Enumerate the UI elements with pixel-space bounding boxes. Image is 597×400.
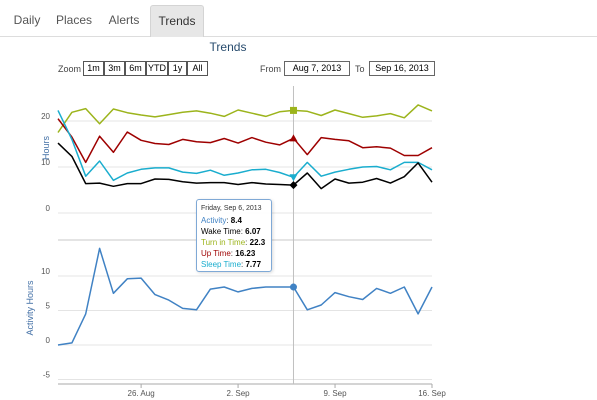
zoom-1m-button[interactable]: 1m (83, 61, 104, 76)
tooltip-row-wake-time: Wake Time: 6.07 (201, 227, 261, 236)
series-line-up-time (57, 118, 433, 164)
to-date-input[interactable]: Sep 16, 2013 (369, 61, 435, 76)
y-tick-label: 10 (41, 158, 50, 167)
y-tick-label: 0 (46, 336, 51, 345)
tab-trends[interactable]: Trends (150, 5, 204, 37)
zoom-6m-button[interactable]: 6m (125, 61, 146, 76)
tooltip-date: Friday, Sep 6, 2013 (201, 205, 262, 212)
series-line-activity (57, 247, 433, 346)
y-tick-label: 20 (41, 112, 50, 121)
zoom-3m-button[interactable]: 3m (104, 61, 125, 76)
tab-bar: Daily Places Alerts Trends (0, 0, 597, 37)
zoom-all-button[interactable]: All (187, 61, 208, 76)
chart-title: Trends (209, 40, 247, 54)
y-tick-label: 10 (41, 267, 50, 276)
tab-alerts[interactable]: Alerts (108, 13, 140, 27)
tab-daily[interactable]: Daily (13, 13, 41, 27)
from-date-input[interactable]: Aug 7, 2013 (284, 61, 350, 76)
tab-places[interactable]: Places (55, 13, 93, 27)
x-tick-label: 9. Sep (323, 389, 347, 398)
tooltip-row-up-time: Up Time: 16.23 (201, 249, 256, 258)
tooltip-row-turn-in-time: Turn in Time: 22.3 (201, 238, 266, 247)
zoom-label: Zoom (58, 64, 82, 74)
y-tick-label: -5 (43, 371, 51, 380)
series-line-sleep-time (57, 110, 433, 182)
to-label: To (355, 64, 365, 74)
series-line-wake-time (57, 142, 433, 190)
series-line-turn-in-time (57, 104, 433, 133)
hover-marker-wake-time (289, 181, 298, 190)
x-tick-label: 26. Aug (128, 389, 155, 398)
zoom-1y-button[interactable]: 1y (168, 61, 187, 76)
x-tick-label: 2. Sep (227, 389, 251, 398)
y-tick-label: 0 (46, 204, 51, 213)
from-label: From (260, 64, 281, 74)
hover-marker-sleep-time (289, 174, 298, 182)
y-tick-label: 5 (46, 302, 51, 311)
x-tick-label: 16. Sep (418, 389, 446, 398)
y-axis-title-hours: Hours (41, 136, 51, 161)
tooltip-row-activity: Activity: 8.4 (201, 216, 242, 225)
hover-marker-turn-in-time (289, 106, 297, 114)
zoom-ytd-button[interactable]: YTD (146, 61, 168, 76)
y-axis-title-activity: Activity Hours (25, 280, 35, 336)
hover-marker-up-time (289, 134, 298, 142)
tooltip-row-sleep-time: Sleep Time: 7.77 (201, 260, 262, 269)
hover-tooltip: Friday, Sep 6, 2013 Activity: 8.4 Wake T… (196, 199, 272, 272)
hover-marker-activity (289, 283, 297, 291)
